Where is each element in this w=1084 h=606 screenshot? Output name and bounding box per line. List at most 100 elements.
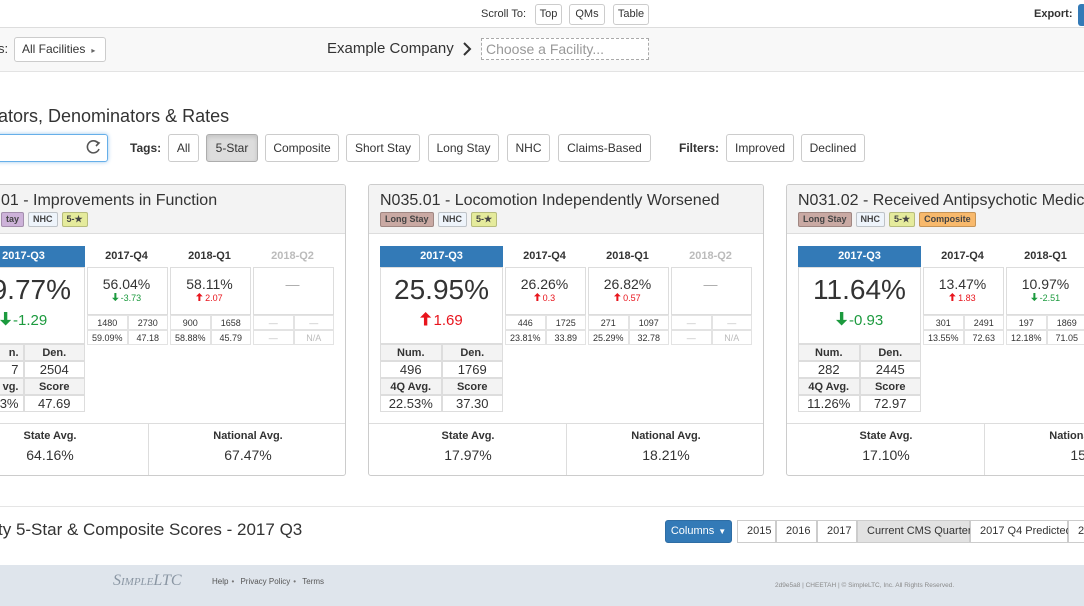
change-value: -3.73 — [120, 293, 142, 303]
footer-link[interactable]: Help — [212, 577, 229, 586]
footer-link[interactable]: Terms — [302, 577, 325, 586]
filters-label: Filters: — [679, 141, 720, 155]
export-button[interactable] — [1078, 4, 1084, 26]
quarter-label: 2018-Q2 — [689, 250, 732, 262]
small-cell: 446 — [505, 315, 546, 330]
small-cell: 1480 — [87, 315, 128, 330]
small-cell: — — [671, 330, 712, 345]
columns-button[interactable]: Columns ▼ — [665, 520, 732, 543]
tag: 5-★ — [61, 212, 88, 227]
avg-label: State Avg. — [441, 430, 495, 442]
footer — [0, 565, 1084, 606]
value-box — [923, 267, 1004, 315]
quarter-value: 58.11% — [186, 276, 233, 292]
arrow-up — [196, 293, 204, 302]
change: 0.57 — [586, 293, 669, 303]
scroll-button[interactable]: Table — [613, 4, 649, 25]
change: -1.29 — [0, 312, 85, 329]
scroll-button[interactable]: Top — [535, 4, 562, 25]
footer-link[interactable]: Privacy Policy — [240, 577, 291, 586]
tag-filter[interactable]: Short Stay — [346, 134, 420, 162]
avg-value: 15.6 — [1070, 447, 1084, 463]
quarter-label: 2017-Q4 — [941, 250, 984, 262]
tag-filter[interactable]: Claims-Based — [558, 134, 651, 162]
tags-label: Tags: — [130, 141, 162, 155]
period-button[interactable]: 2016 — [776, 520, 817, 543]
quarter-value: 13.47% — [938, 276, 987, 292]
period-button[interactable]: 2017 Q4 Predicted — [970, 520, 1072, 543]
tag-filter[interactable]: Composite — [265, 134, 339, 162]
divider — [984, 423, 985, 475]
quarter-label: 2017-Q4 — [523, 250, 566, 262]
small-cell: — — [293, 315, 334, 330]
tag-filter[interactable]: 5-Star — [206, 134, 258, 162]
table-cell: 1769 — [441, 361, 503, 378]
value-box — [253, 267, 334, 315]
card-tags: Long Stay NHC 5-★ — [380, 212, 498, 227]
current-quarter: 2017-Q3 — [798, 246, 921, 267]
avg-value: 64.16% — [26, 447, 74, 463]
change-value: -0.93 — [849, 312, 884, 329]
avg-label: National Avg. — [213, 430, 283, 442]
period-button[interactable]: 2 — [1068, 520, 1084, 543]
small-cell: 33.89 — [545, 330, 586, 345]
arrow-up — [614, 293, 622, 302]
small-cell: 197 — [1006, 315, 1047, 330]
tag-filter[interactable]: NHC — [507, 134, 550, 162]
small-cell: 301 — [923, 315, 964, 330]
tag: Composite — [919, 212, 976, 227]
filter-button[interactable]: Declined — [801, 134, 865, 162]
avg-label: State Avg. — [23, 430, 77, 442]
divider — [148, 423, 149, 475]
avg-label: National Avg. — [1049, 430, 1084, 442]
period-button[interactable]: 2017 — [817, 520, 857, 543]
table-cell: 37.30 — [441, 395, 503, 412]
small-cell: 45.79 — [210, 330, 251, 345]
qm-card: 01 - Improvements in Function tay NHC 5-★ 20… — [0, 184, 346, 476]
quarter-label: 2018-Q1 — [606, 250, 649, 262]
avg-value: 17.10% — [862, 447, 910, 463]
table-header: Num. — [798, 344, 860, 361]
table-cell: 7 — [0, 361, 24, 378]
search-box[interactable] — [0, 134, 108, 162]
period-button[interactable]: 2015 — [737, 520, 776, 543]
tag: tay — [1, 212, 25, 227]
value-box — [588, 267, 669, 315]
small-cell: — — [253, 330, 294, 345]
qm-card: N031.02 - Received Antipsychotic Medicat… — [786, 184, 1084, 476]
facility-input[interactable]: Choose a Facility... — [481, 38, 649, 60]
table-header: Den. — [23, 344, 85, 361]
card-title: 01 - Improvements in Function — [1, 192, 218, 209]
period-button[interactable]: Current CMS Quarter — [857, 520, 972, 543]
filter-button[interactable]: Improved — [726, 134, 794, 162]
quarter-value: — — [703, 276, 718, 292]
quarter-label: 2018-Q2 — [271, 250, 314, 262]
current-quarter: 2017-Q3 — [0, 246, 85, 267]
small-cell: 72.63 — [963, 330, 1004, 345]
refresh-icon[interactable] — [86, 139, 102, 155]
avg-value: 18.21% — [642, 447, 690, 463]
change-value: 0.57 — [623, 293, 641, 303]
change: 0.3 — [503, 293, 586, 303]
small-cell: N/A — [293, 330, 334, 345]
small-cell: 271 — [588, 315, 629, 330]
current-value: 25.95% — [394, 274, 489, 305]
tag-filter[interactable]: Long Stay — [428, 134, 499, 162]
arrow-down — [111, 293, 119, 302]
change: -0.93 — [798, 312, 921, 329]
scroll-button[interactable]: QMs — [569, 4, 605, 25]
tag-filter[interactable]: All — [168, 134, 199, 162]
small-cell: 23.81% — [505, 330, 546, 345]
table-header: Score — [859, 378, 921, 395]
change-value: 1.83 — [958, 293, 976, 303]
table-header: 4Q Avg. — [798, 378, 860, 395]
tag: NHC — [28, 212, 58, 227]
scroll-label: Scroll To: — [481, 8, 527, 20]
small-cell: 1869 — [1046, 315, 1084, 330]
small-cell: 32.78 — [628, 330, 669, 345]
value-box — [380, 267, 503, 344]
table-cell: 2445 — [859, 361, 921, 378]
facilities-button[interactable]: All Facilities ▸ — [14, 37, 106, 62]
table-cell: 22.53% — [380, 395, 442, 412]
small-cell: 900 — [170, 315, 211, 330]
